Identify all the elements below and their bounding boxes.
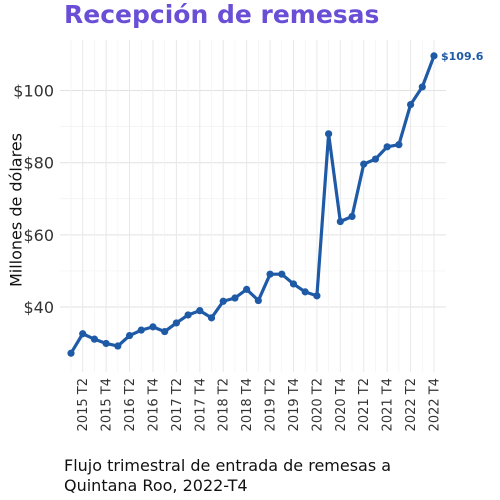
data-point [125,331,134,340]
data-point [383,143,391,151]
x-tick-label: 2016 T2 [123,378,138,431]
data-point [102,339,110,348]
data-point [172,319,180,327]
end-value-label: $109.6 [441,50,484,63]
data-point [430,52,438,60]
data-point [196,307,204,315]
data-point [79,330,87,338]
data-point [161,327,169,336]
series-line [69,54,436,355]
data-point [360,160,368,168]
x-tick-label: 2017 T2 [170,378,185,431]
x-tick-label: 2018 T4 [240,378,255,431]
x-axis-ticks: 2015 T2 2015 T4 2016 T2 2016 T4 2017 T2 2017 … [76,378,442,431]
data-point [254,296,262,305]
x-tick-label: 2015 T2 [76,378,91,431]
y-axis-label: Millones de dólares [6,132,26,288]
grid [60,40,446,372]
data-point [325,130,333,138]
x-tick-label: 2015 T4 [100,378,115,431]
x-tick-label: 2019 T2 [264,378,279,431]
y-tick-label: $60 [23,226,54,245]
chart-title: Recepción de remesas [64,0,380,29]
data-point [406,100,415,109]
x-tick-label: 2022 T4 [428,378,443,431]
x-tick-label: 2020 T2 [310,378,325,431]
data-point [207,314,216,322]
x-tick-label: 2018 T2 [217,378,232,431]
data-point [243,285,251,293]
data-points [67,52,438,357]
annotations: $109.6 [441,50,484,63]
y-tick-label: $40 [23,298,54,317]
x-tick-label: 2020 T4 [334,378,349,431]
y-tick-label: $80 [23,154,54,173]
x-tick-label: 2021 T4 [381,378,396,431]
data-point [90,335,99,343]
chart-caption: Flujo trimestral de entrada de remesas a… [64,456,391,496]
y-tick-label: $100 [13,82,54,101]
data-point [184,311,192,319]
x-tick-label: 2019 T4 [287,378,302,431]
data-point [371,155,380,163]
data-point [266,270,274,278]
data-point [395,141,403,149]
data-point [313,292,321,300]
data-point [289,280,298,288]
caption-line-1: Flujo trimestral de entrada de remesas a [64,456,392,475]
data-point [336,217,344,226]
data-point [278,270,286,278]
series-line-layer [69,54,436,355]
x-tick-label: 2016 T4 [146,378,161,431]
x-tick-label: 2017 T4 [193,378,208,431]
data-point [348,212,356,221]
data-point [114,342,122,350]
data-point [418,83,426,91]
data-point [231,294,239,302]
data-point [219,297,227,305]
data-point [137,326,145,334]
y-axis-ticks: $40 $60 $80 $100 [13,82,54,318]
caption-line-2: Quintana Roo, 2022-T4 [64,476,248,495]
x-tick-label: 2021 T2 [357,378,372,431]
data-point [149,323,157,331]
data-point [301,288,309,296]
x-tick-label: 2022 T2 [404,378,419,431]
data-point [67,349,75,357]
